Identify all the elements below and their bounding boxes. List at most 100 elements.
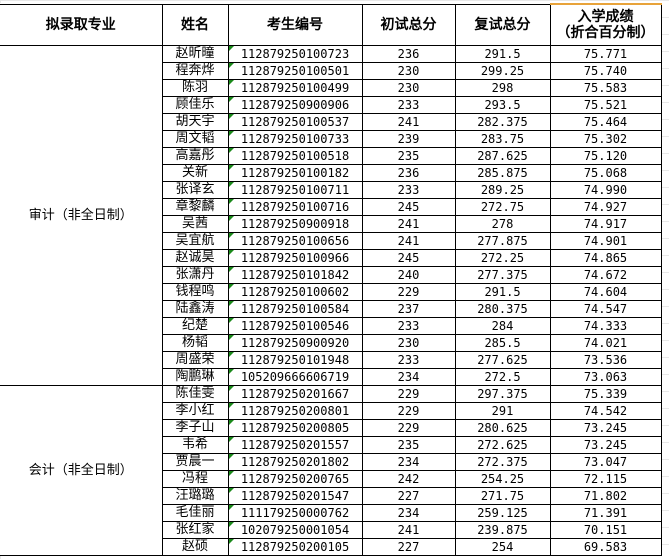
retest-score-cell[interactable]: 289.25	[454, 181, 551, 199]
retest-score-cell[interactable]: 291.5	[454, 45, 551, 63]
id-cell[interactable]: 112879250200801	[227, 402, 363, 420]
final-score-cell[interactable]: 69.583	[549, 538, 662, 556]
id-cell[interactable]: 112879250900906	[227, 96, 363, 114]
id-cell[interactable]: 102079250001054	[227, 521, 363, 539]
initial-score-cell[interactable]: 227	[361, 538, 456, 556]
id-cell[interactable]: 112879250100182	[227, 164, 363, 182]
header-id[interactable]: 考生编号	[227, 3, 363, 46]
retest-score-cell[interactable]: 271.75	[454, 487, 551, 505]
id-cell[interactable]: 112879250201557	[227, 436, 363, 454]
retest-score-cell[interactable]: 278	[454, 215, 551, 233]
initial-score-cell[interactable]: 241	[361, 521, 456, 539]
name-cell[interactable]: 程奔烨	[161, 62, 229, 80]
retest-score-cell[interactable]: 277.875	[454, 232, 551, 250]
name-cell[interactable]: 章黎麟	[161, 198, 229, 216]
name-cell[interactable]: 陈佳雯	[161, 385, 229, 403]
id-cell[interactable]: 105209666606719	[227, 368, 363, 386]
name-cell[interactable]: 陆鑫涛	[161, 300, 229, 318]
initial-score-cell[interactable]: 233	[361, 96, 456, 114]
initial-score-cell[interactable]: 235	[361, 436, 456, 454]
final-score-cell[interactable]: 74.672	[549, 266, 662, 284]
final-score-cell[interactable]: 74.901	[549, 232, 662, 250]
id-cell[interactable]: 112879250900918	[227, 215, 363, 233]
id-cell[interactable]: 112879250200765	[227, 470, 363, 488]
retest-score-cell[interactable]: 280.375	[454, 300, 551, 318]
id-cell[interactable]: 112879250100656	[227, 232, 363, 250]
name-cell[interactable]: 周文韬	[161, 130, 229, 148]
initial-score-cell[interactable]: 229	[361, 283, 456, 301]
name-cell[interactable]: 冯程	[161, 470, 229, 488]
retest-score-cell[interactable]: 299.25	[454, 62, 551, 80]
id-cell[interactable]: 112879250100602	[227, 283, 363, 301]
name-cell[interactable]: 赵硕	[161, 538, 229, 556]
header-major[interactable]: 拟录取专业	[0, 3, 163, 46]
final-score-cell[interactable]: 75.521	[549, 96, 662, 114]
final-score-cell[interactable]: 71.391	[549, 504, 662, 522]
retest-score-cell[interactable]: 284	[454, 317, 551, 335]
id-cell[interactable]: 112879250100499	[227, 79, 363, 97]
initial-score-cell[interactable]: 234	[361, 453, 456, 471]
final-score-cell[interactable]: 73.245	[549, 419, 662, 437]
retest-score-cell[interactable]: 272.75	[454, 198, 551, 216]
initial-score-cell[interactable]: 234	[361, 368, 456, 386]
id-cell[interactable]: 112879250100723	[227, 45, 363, 63]
name-cell[interactable]: 张红家	[161, 521, 229, 539]
retest-score-cell[interactable]: 254.25	[454, 470, 551, 488]
id-cell[interactable]: 112879250201667	[227, 385, 363, 403]
final-score-cell[interactable]: 72.115	[549, 470, 662, 488]
name-cell[interactable]: 陈羽	[161, 79, 229, 97]
header-retest-score[interactable]: 复试总分	[454, 3, 551, 46]
header-name[interactable]: 姓名	[161, 3, 229, 46]
initial-score-cell[interactable]: 230	[361, 62, 456, 80]
id-cell[interactable]: 112879250900920	[227, 334, 363, 352]
retest-score-cell[interactable]: 272.25	[454, 249, 551, 267]
retest-score-cell[interactable]: 285.5	[454, 334, 551, 352]
retest-score-cell[interactable]: 285.875	[454, 164, 551, 182]
id-cell[interactable]: 112879250200105	[227, 538, 363, 556]
retest-score-cell[interactable]: 272.375	[454, 453, 551, 471]
retest-score-cell[interactable]: 239.875	[454, 521, 551, 539]
final-score-cell[interactable]: 74.990	[549, 181, 662, 199]
initial-score-cell[interactable]: 241	[361, 113, 456, 131]
initial-score-cell[interactable]: 229	[361, 402, 456, 420]
name-cell[interactable]: 纪楚	[161, 317, 229, 335]
name-cell[interactable]: 毛佳丽	[161, 504, 229, 522]
initial-score-cell[interactable]: 242	[361, 470, 456, 488]
final-score-cell[interactable]: 75.339	[549, 385, 662, 403]
name-cell[interactable]: 钱程鸣	[161, 283, 229, 301]
name-cell[interactable]: 陶鹏琳	[161, 368, 229, 386]
final-score-cell[interactable]: 74.333	[549, 317, 662, 335]
id-cell[interactable]: 112879250100537	[227, 113, 363, 131]
retest-score-cell[interactable]: 293.5	[454, 96, 551, 114]
retest-score-cell[interactable]: 272.625	[454, 436, 551, 454]
id-cell[interactable]: 112879250200805	[227, 419, 363, 437]
name-cell[interactable]: 顾佳乐	[161, 96, 229, 114]
initial-score-cell[interactable]: 227	[361, 487, 456, 505]
name-cell[interactable]: 高嘉彤	[161, 147, 229, 165]
name-cell[interactable]: 周盛荣	[161, 351, 229, 369]
id-cell[interactable]: 112879250101842	[227, 266, 363, 284]
retest-score-cell[interactable]: 298	[454, 79, 551, 97]
final-score-cell[interactable]: 73.047	[549, 453, 662, 471]
header-final-score[interactable]: 入学成绩 （折合百分制）	[549, 3, 662, 46]
initial-score-cell[interactable]: 233	[361, 317, 456, 335]
id-cell[interactable]: 112879250201547	[227, 487, 363, 505]
final-score-cell[interactable]: 75.302	[549, 130, 662, 148]
id-cell[interactable]: 112879250100546	[227, 317, 363, 335]
initial-score-cell[interactable]: 237	[361, 300, 456, 318]
initial-score-cell[interactable]: 239	[361, 130, 456, 148]
name-cell[interactable]: 关新	[161, 164, 229, 182]
final-score-cell[interactable]: 74.927	[549, 198, 662, 216]
name-cell[interactable]: 李子山	[161, 419, 229, 437]
name-cell[interactable]: 李小红	[161, 402, 229, 420]
initial-score-cell[interactable]: 241	[361, 232, 456, 250]
header-initial-score[interactable]: 初试总分	[361, 3, 456, 46]
id-cell[interactable]: 112879250100733	[227, 130, 363, 148]
name-cell[interactable]: 胡天宇	[161, 113, 229, 131]
initial-score-cell[interactable]: 229	[361, 385, 456, 403]
final-score-cell[interactable]: 74.917	[549, 215, 662, 233]
final-score-cell[interactable]: 75.583	[549, 79, 662, 97]
name-cell[interactable]: 吴茜	[161, 215, 229, 233]
id-cell[interactable]: 112879250100518	[227, 147, 363, 165]
retest-score-cell[interactable]: 283.75	[454, 130, 551, 148]
